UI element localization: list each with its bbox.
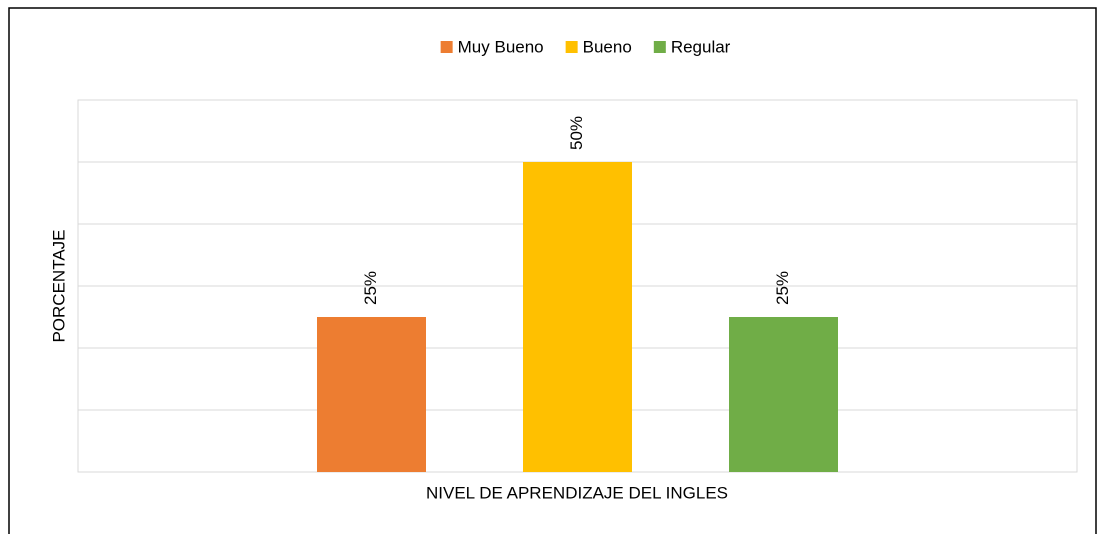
legend-label: Regular [671,37,731,56]
bar [317,317,426,472]
bar [729,317,838,472]
legend-swatch [565,41,578,53]
bar [523,162,632,472]
data-label: 50% [567,116,586,150]
legend-label: Muy Bueno [458,37,544,56]
data-label: 25% [773,271,792,305]
legend-swatch [653,41,666,53]
legend: Muy Bueno Bueno Regular [440,37,731,56]
frame [8,7,1097,534]
data-label: 25% [361,271,380,305]
legend-swatch [440,41,453,53]
legend-label: Bueno [583,37,632,56]
x-axis-title: NIVEL DE APRENDIZAJE DEL INGLES [426,483,728,502]
y-axis-title: PORCENTAJE [49,229,68,342]
